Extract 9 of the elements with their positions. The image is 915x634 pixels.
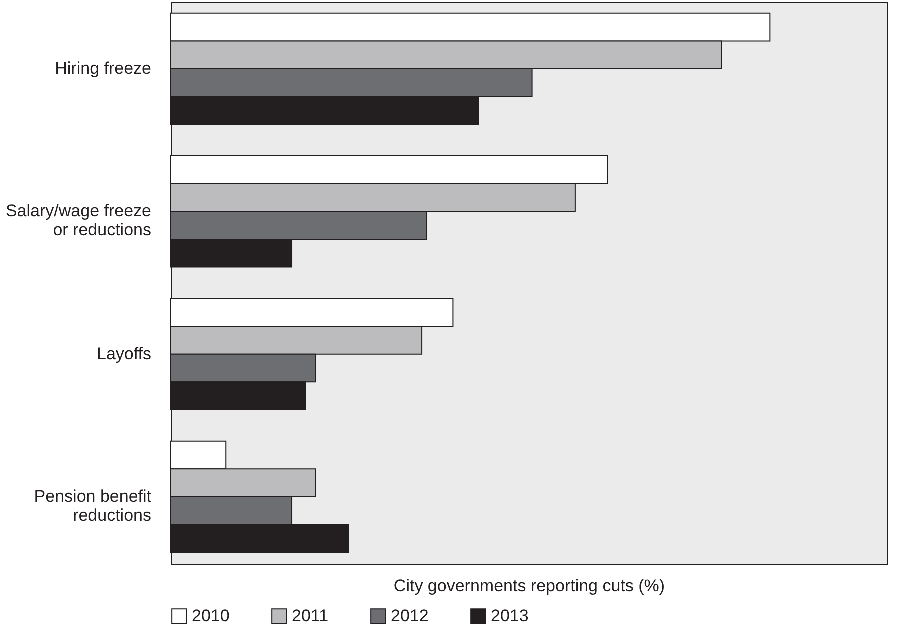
y-tick-label: Layoffs <box>96 344 152 364</box>
legend-label: 2012 <box>391 606 429 626</box>
y-tick-label: Salary/wage freeze or reductions <box>6 202 152 240</box>
legend-label: 2010 <box>192 606 230 626</box>
y-tick-label: Pension benefit reductions <box>34 486 152 525</box>
y-tick-label: Hiring freeze <box>55 59 152 78</box>
x-axis-title: City governments reporting cuts (%) <box>394 576 666 596</box>
legend-label: 2013 <box>491 606 529 626</box>
legend-label: 2011 <box>292 606 329 626</box>
